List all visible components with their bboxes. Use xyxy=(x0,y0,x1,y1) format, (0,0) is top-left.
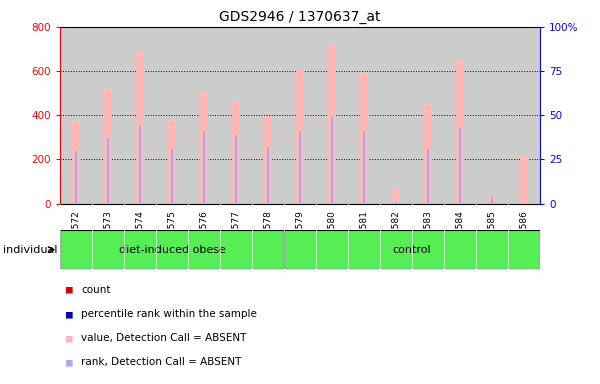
Bar xyxy=(107,138,109,204)
Text: diet-induced obese: diet-induced obese xyxy=(119,245,226,255)
Bar xyxy=(284,230,540,269)
Text: control: control xyxy=(392,245,431,255)
Bar xyxy=(392,189,400,204)
Bar xyxy=(267,147,269,204)
Text: individual: individual xyxy=(3,245,58,255)
Bar xyxy=(203,131,205,204)
Bar xyxy=(200,92,208,204)
Bar xyxy=(488,197,496,204)
Text: ■: ■ xyxy=(65,309,73,319)
Bar xyxy=(331,116,333,204)
Bar xyxy=(424,104,432,204)
Text: ■: ■ xyxy=(65,285,73,295)
Bar xyxy=(459,128,461,204)
Bar xyxy=(171,149,173,204)
Bar xyxy=(264,116,272,204)
Text: ■: ■ xyxy=(65,333,73,343)
Bar xyxy=(520,156,528,204)
Bar xyxy=(232,101,240,204)
Bar xyxy=(60,230,284,269)
Bar xyxy=(75,151,77,204)
Bar xyxy=(139,125,141,204)
Bar xyxy=(72,122,80,204)
Bar xyxy=(136,51,144,204)
Bar xyxy=(235,135,237,204)
Text: value, Detection Call = ABSENT: value, Detection Call = ABSENT xyxy=(81,333,247,343)
Bar xyxy=(299,131,301,204)
Bar xyxy=(395,202,397,204)
Text: rank, Detection Call = ABSENT: rank, Detection Call = ABSENT xyxy=(81,358,241,367)
Bar xyxy=(168,119,176,204)
Title: GDS2946 / 1370637_at: GDS2946 / 1370637_at xyxy=(219,10,381,25)
Bar xyxy=(104,89,112,204)
Bar xyxy=(491,197,493,204)
Bar xyxy=(360,73,368,204)
Bar xyxy=(296,70,304,204)
Bar xyxy=(456,60,464,204)
Bar xyxy=(363,131,365,204)
Text: count: count xyxy=(81,285,110,295)
Bar xyxy=(427,149,429,204)
Text: ■: ■ xyxy=(65,358,73,367)
Text: percentile rank within the sample: percentile rank within the sample xyxy=(81,309,257,319)
Bar xyxy=(328,45,336,204)
